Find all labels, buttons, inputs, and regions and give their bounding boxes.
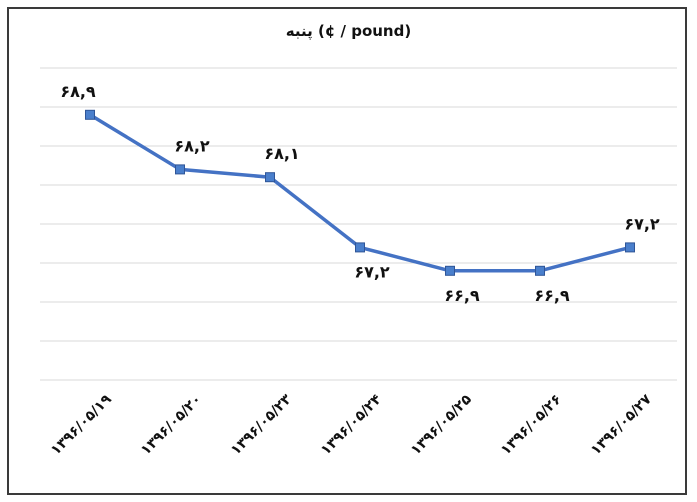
data-label: ۶۸,۱ [264, 144, 299, 163]
data-label: ۶۸,۹ [60, 82, 96, 101]
data-point-marker [265, 172, 275, 183]
data-label: ۶۶,۹ [534, 286, 570, 305]
data-point-marker [175, 164, 185, 175]
x-tick-label: ۱۳۹۶/۰۵/۲۶ [498, 392, 565, 459]
data-label: ۶۷,۲ [624, 214, 660, 233]
chart-frame [7, 7, 687, 495]
data-point-marker [355, 242, 365, 253]
data-point-marker [625, 242, 635, 253]
data-label: ۶۶,۹ [444, 286, 480, 305]
x-axis-ticks: ۱۳۹۶/۰۵/۱۹ ۱۳۹۶/۰۵/۲۰ ۱۳۹۶/۰۵/۲۳ ۱۳۹۶/۰۵/۲۴… [48, 391, 655, 458]
data-label: ۶۸,۲ [174, 136, 210, 155]
data-label: ۶۷,۲ [354, 262, 390, 281]
data-point-marker [85, 109, 95, 120]
x-tick-label: ۱۳۹۶/۰۵/۲۷ [588, 391, 655, 458]
x-tick-label: ۱۳۹۶/۰۵/۲۵ [408, 391, 475, 458]
data-point-marker [445, 265, 455, 276]
x-tick-label: ۱۳۹۶/۰۵/۱۹ [48, 391, 115, 458]
gridlines [40, 67, 677, 381]
data-markers [85, 109, 635, 276]
chart-title: پنبه (¢ / pound) [285, 22, 412, 40]
x-tick-label: ۱۳۹۶/۰۵/۲۳ [228, 391, 295, 458]
data-labels: ۶۸,۹ ۶۸,۲ ۶۸,۱ ۶۷,۲ ۶۶,۹ ۶۶,۹ ۶۷,۲ [60, 82, 660, 305]
x-tick-label: ۱۳۹۶/۰۵/۲۴ [318, 391, 385, 458]
x-tick-label: ۱۳۹۶/۰۵/۲۰ [138, 392, 205, 459]
data-point-marker [535, 265, 545, 276]
